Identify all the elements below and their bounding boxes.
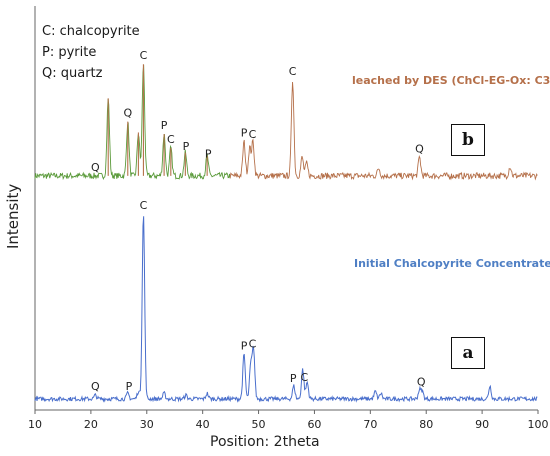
x-tick-label: 50 — [252, 418, 266, 431]
y-axis-label: Intensity — [4, 183, 22, 249]
series-b-line-low — [34, 64, 231, 181]
x-tick-label: 30 — [140, 418, 154, 431]
peak-label: P — [161, 119, 168, 132]
x-tick-label: 10 — [28, 418, 42, 431]
legend-pyrite: P: pyrite — [42, 45, 97, 60]
x-ticks: 10 20 30 40 50 60 70 80 90 100 — [28, 410, 549, 431]
peak-label: Q — [91, 161, 100, 174]
peak-label: Q — [415, 142, 424, 155]
panel-b-box: b — [451, 124, 485, 156]
legend-quartz: Q: quartz — [42, 66, 103, 81]
peak-label: C — [140, 199, 148, 212]
series-b-group — [34, 64, 538, 181]
x-tick-label: 20 — [84, 418, 98, 431]
peak-label: P — [290, 372, 297, 385]
panel-a-box: a — [451, 337, 485, 369]
peak-label: P — [241, 340, 248, 353]
peak-label: C — [249, 128, 257, 141]
peak-label: Q — [91, 380, 100, 393]
peak-label: Q — [417, 375, 426, 388]
panel-a-title: Initial Chalcopyrite Concentrate — [354, 257, 550, 270]
peak-label: P — [241, 127, 248, 140]
x-tick-label: 70 — [363, 418, 377, 431]
peak-label: C — [249, 338, 257, 351]
panel-b-title: leached by DES (ChCl-EG-Ox: C3) — [352, 74, 550, 87]
peak-label: C — [140, 49, 148, 62]
x-tick-label: 90 — [475, 418, 489, 431]
series-a-line — [34, 216, 538, 403]
peak-label: P — [205, 148, 212, 161]
peak-label: C — [167, 133, 175, 146]
peak-label: Q — [123, 107, 132, 120]
x-tick-label: 60 — [307, 418, 321, 431]
x-axis-label: Position: 2theta — [210, 434, 320, 450]
series-b-line — [229, 81, 538, 181]
x-tick-label: 100 — [528, 418, 549, 431]
peak-label: C — [301, 371, 309, 384]
series-a-group — [34, 216, 538, 403]
peak-label: P — [126, 380, 133, 393]
legend-chalcopyrite: C: chalcopyrite — [42, 24, 140, 39]
annotations-a: CP CCP QQ P — [91, 199, 426, 393]
peak-label: P — [183, 140, 190, 153]
x-tick-label: 80 — [419, 418, 433, 431]
peak-label: C — [289, 65, 297, 78]
x-tick-label: 40 — [196, 418, 210, 431]
